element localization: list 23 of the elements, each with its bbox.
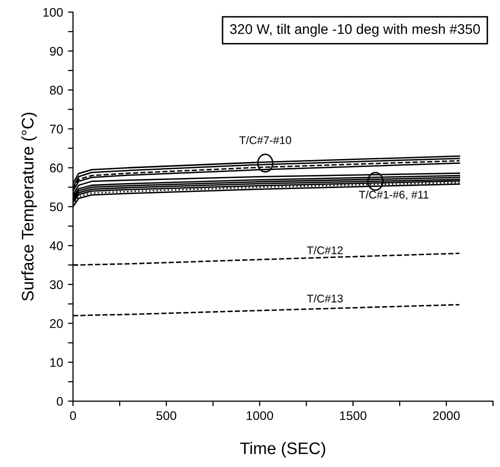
annotation: 320 W, tilt angle -10 deg with mesh #350 [230,24,480,37]
x-tick-label: 2000 [433,411,460,420]
y-tick-label: 90 [50,46,63,56]
x-tick-label: 500 [156,411,176,420]
x-tick-label: 1000 [246,411,274,420]
x-tick-label: 1500 [340,411,366,420]
annotation: T/C#7-#10 [239,136,292,144]
annotation: T/C#12 [307,246,343,254]
y-axis-title: Surface Temperature (°C) [21,112,37,301]
y-tick-label: 10 [50,358,63,367]
y-tick-label: 100 [43,8,63,17]
y-tick-label: 40 [50,241,63,250]
y-tick-label: 30 [50,280,63,290]
x-tick-label: 0 [70,411,76,420]
annotation: T/C#1-#6, #11 [359,190,428,200]
y-tick-label: 70 [50,124,63,134]
y-tick-label: 50 [50,202,63,212]
y-tick-label: 0 [56,396,63,406]
y-tick-label: 20 [50,319,63,328]
y-tick-label: 60 [50,164,63,172]
y-tick-label: 80 [50,86,63,95]
x-axis-title: Time (SEC) [240,442,326,458]
annotation: T/C#13 [307,294,343,302]
